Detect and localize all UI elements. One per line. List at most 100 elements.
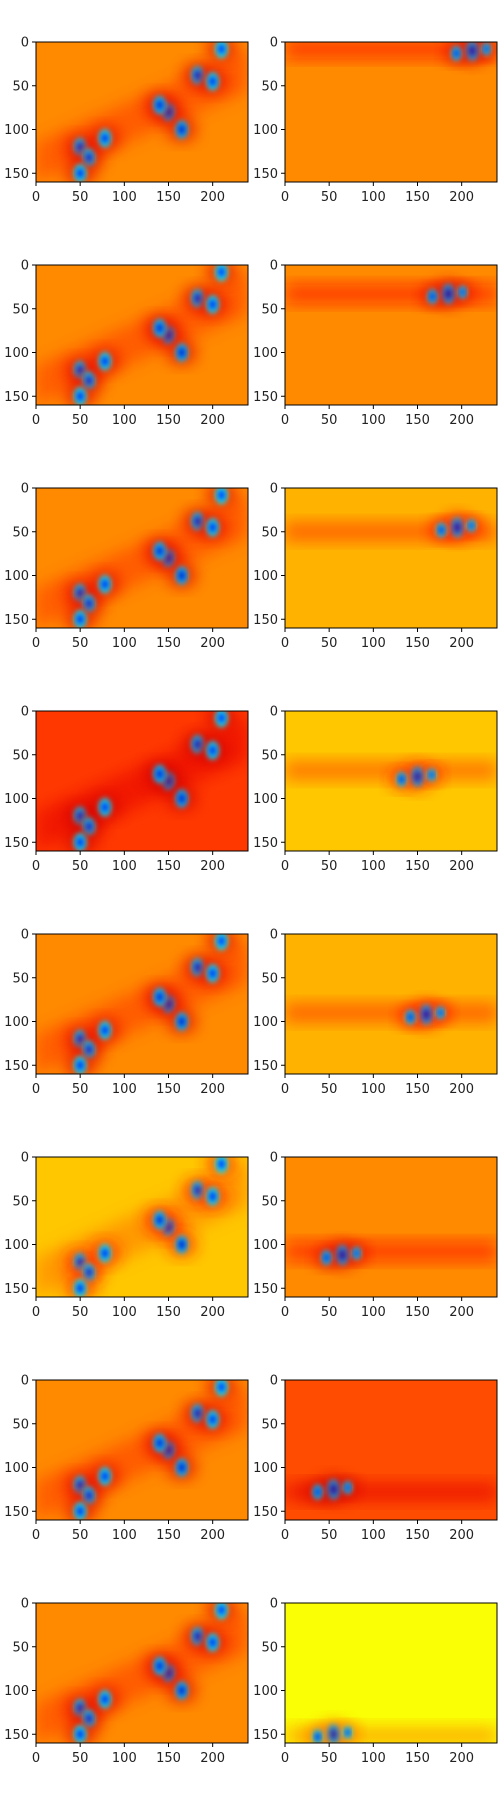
x-tick-label: 150 xyxy=(405,1082,430,1097)
heatmap-panel-r3-c1: 0 50 100 150 200 0 50 100 150 xyxy=(4,482,249,651)
x-tick-label: 200 xyxy=(449,1305,474,1320)
x-tick-label: 200 xyxy=(449,1082,474,1097)
heatmap-blob-core xyxy=(399,775,404,784)
heatmap-blob-core xyxy=(77,168,84,179)
y-tick-label: 50 xyxy=(12,1194,29,1209)
heatmap-blob-core xyxy=(209,299,216,310)
y-tick-label: 100 xyxy=(253,1238,278,1253)
heatmap-blob-core xyxy=(218,1382,225,1392)
x-tick-label: 200 xyxy=(449,413,474,428)
heatmap-blob-core xyxy=(101,1248,108,1259)
heatmap-blob-core xyxy=(209,745,216,756)
x-tick-label: 50 xyxy=(321,1751,338,1766)
y-tick-label: 0 xyxy=(270,928,278,943)
heatmap-blob-core xyxy=(209,522,216,533)
heatmap-blob-core xyxy=(156,100,163,110)
x-tick-label: 100 xyxy=(112,190,137,205)
heatmap-blob-core xyxy=(101,133,108,144)
heatmap-blob-core xyxy=(194,739,201,750)
x-tick-label: 50 xyxy=(321,1305,338,1320)
x-tick-label: 150 xyxy=(156,1751,181,1766)
x-tick-label: 0 xyxy=(281,1528,289,1543)
y-tick-label: 0 xyxy=(21,259,29,274)
x-tick-label: 0 xyxy=(281,413,289,428)
x-tick-label: 100 xyxy=(112,1528,137,1543)
y-tick-label: 100 xyxy=(253,1684,278,1699)
y-tick-label: 0 xyxy=(270,482,278,497)
x-tick-label: 200 xyxy=(200,1082,225,1097)
x-tick-label: 100 xyxy=(361,636,386,651)
x-tick-label: 50 xyxy=(72,636,89,651)
heatmap-blob-core xyxy=(86,375,92,386)
heatmap-blob-core xyxy=(209,1414,216,1425)
heatmap-blob-core xyxy=(315,1732,321,1741)
heatmap-blob-core xyxy=(438,1009,443,1017)
heatmap-panel-r4-c2: 0 50 100 150 200 0 50 100 150 xyxy=(253,705,498,874)
heatmap-blob-core xyxy=(101,1694,108,1705)
x-tick-label: 200 xyxy=(200,190,225,205)
heatmap-blob-core xyxy=(86,598,92,609)
heatmap-blob-core xyxy=(218,1159,225,1169)
heatmap-blob-core xyxy=(77,837,84,848)
heatmap-background xyxy=(285,488,497,628)
heatmap-blob-core xyxy=(218,267,225,277)
x-tick-label: 200 xyxy=(200,1751,225,1766)
x-tick-label: 150 xyxy=(405,1751,430,1766)
heatmap-blob-core xyxy=(86,1267,92,1278)
heatmap-blob-core xyxy=(101,1025,108,1036)
y-tick-label: 50 xyxy=(261,1194,278,1209)
y-tick-label: 0 xyxy=(270,1151,278,1166)
heatmap-background xyxy=(285,1603,497,1743)
heatmap-blob-core xyxy=(178,347,185,358)
heatmap-blob-core xyxy=(484,45,489,53)
x-tick-label: 100 xyxy=(112,1751,137,1766)
y-tick-label: 150 xyxy=(253,1282,278,1297)
x-tick-label: 50 xyxy=(321,1082,338,1097)
x-tick-label: 150 xyxy=(156,1082,181,1097)
heatmap-blob-core xyxy=(330,1728,337,1740)
x-tick-label: 0 xyxy=(32,1751,40,1766)
heatmap-blob-core xyxy=(423,1009,430,1020)
y-tick-label: 100 xyxy=(4,1684,29,1699)
x-tick-label: 50 xyxy=(321,859,338,874)
axes-frame xyxy=(284,41,498,183)
y-tick-label: 0 xyxy=(270,705,278,720)
y-tick-label: 100 xyxy=(4,1238,29,1253)
heatmap-blob-core xyxy=(77,1283,84,1294)
x-tick-label: 50 xyxy=(72,1305,89,1320)
axes-frame xyxy=(284,487,498,629)
x-tick-label: 200 xyxy=(200,1305,225,1320)
x-tick-label: 0 xyxy=(281,1305,289,1320)
y-tick-label: 150 xyxy=(4,1282,29,1297)
heatmap-blob-core xyxy=(345,1484,350,1492)
x-tick-label: 100 xyxy=(112,1305,137,1320)
x-tick-label: 100 xyxy=(361,413,386,428)
heatmap-blob-core xyxy=(408,1013,413,1022)
heatmap-blob-core xyxy=(330,1483,337,1495)
axes-frame xyxy=(284,1602,498,1744)
y-tick-label: 50 xyxy=(261,748,278,763)
heatmap-blob-core xyxy=(178,1016,185,1027)
y-tick-label: 100 xyxy=(253,1015,278,1030)
x-tick-label: 100 xyxy=(361,1305,386,1320)
heatmap-panel-r2-c1: 0 50 100 150 200 0 50 100 150 xyxy=(4,259,249,428)
y-tick-label: 150 xyxy=(253,1505,278,1520)
heatmap-panel-r1-c2: 0 50 100 150 200 0 50 100 150 xyxy=(253,36,498,205)
y-tick-label: 150 xyxy=(4,836,29,851)
axes-frame xyxy=(35,1602,249,1744)
y-tick-label: 50 xyxy=(261,302,278,317)
x-tick-label: 50 xyxy=(72,1528,89,1543)
heatmap-blob-core xyxy=(430,292,435,301)
heatmap-panel-r8-c1: 0 50 100 150 200 0 50 100 150 xyxy=(4,1597,249,1766)
x-tick-label: 100 xyxy=(361,859,386,874)
y-tick-label: 0 xyxy=(21,1374,29,1389)
y-tick-label: 100 xyxy=(253,569,278,584)
axes-frame xyxy=(284,1156,498,1298)
heatmap-blob-core xyxy=(156,1215,163,1225)
heatmap-blob-core xyxy=(194,293,201,304)
y-tick-label: 0 xyxy=(21,928,29,943)
x-tick-label: 200 xyxy=(200,1528,225,1543)
x-tick-label: 150 xyxy=(156,636,181,651)
heatmap-panel-r1-c1: 0 50 100 150 200 0 50 100 150 xyxy=(4,36,249,205)
